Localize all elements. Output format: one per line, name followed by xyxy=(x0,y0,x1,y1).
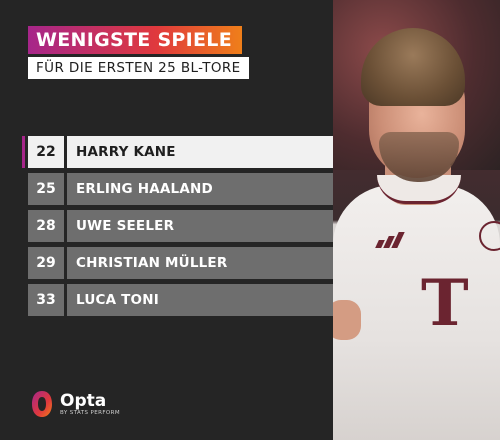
opta-wordmark: Opta BY STATS PERFORM xyxy=(60,392,120,417)
hand xyxy=(333,300,361,340)
opta-logo-icon xyxy=(30,389,54,419)
games-count: 22 xyxy=(28,136,64,168)
player-name: LUCA TONI xyxy=(67,284,333,316)
sponsor-stripes-icon xyxy=(375,232,405,248)
player-name: CHRISTIAN MÜLLER xyxy=(67,247,333,279)
brand-subtitle: BY STATS PERFORM xyxy=(60,409,121,416)
player-name: ERLING HAALAND xyxy=(67,173,333,205)
club-crest-icon xyxy=(479,221,500,251)
games-count: 25 xyxy=(28,173,64,205)
table-row: 25 ERLING HAALAND xyxy=(28,173,333,205)
player-name: HARRY KANE xyxy=(67,136,333,168)
table-row: 29 CHRISTIAN MÜLLER xyxy=(28,247,333,279)
subheadline: FÜR DIE ERSTEN 25 BL-TORE xyxy=(28,57,249,79)
ranking-table: 22 HARRY KANE 25 ERLING HAALAND 28 UWE S… xyxy=(22,136,333,321)
games-count: 29 xyxy=(28,247,64,279)
headline: WENIGSTE SPIELE xyxy=(28,26,242,54)
games-count: 28 xyxy=(28,210,64,242)
table-row: 22 HARRY KANE xyxy=(22,136,333,168)
opta-logo: Opta BY STATS PERFORM xyxy=(30,388,120,420)
sponsor-t-logo-icon: T xyxy=(421,266,469,341)
games-count: 33 xyxy=(28,284,64,316)
player-name: UWE SEELER xyxy=(67,210,333,242)
hair xyxy=(361,28,465,106)
highlight-accent xyxy=(22,136,25,168)
table-row: 33 LUCA TONI xyxy=(28,284,333,316)
player-photo: T xyxy=(333,0,500,440)
table-row: 28 UWE SEELER xyxy=(28,210,333,242)
brand-name: Opta xyxy=(60,390,107,411)
